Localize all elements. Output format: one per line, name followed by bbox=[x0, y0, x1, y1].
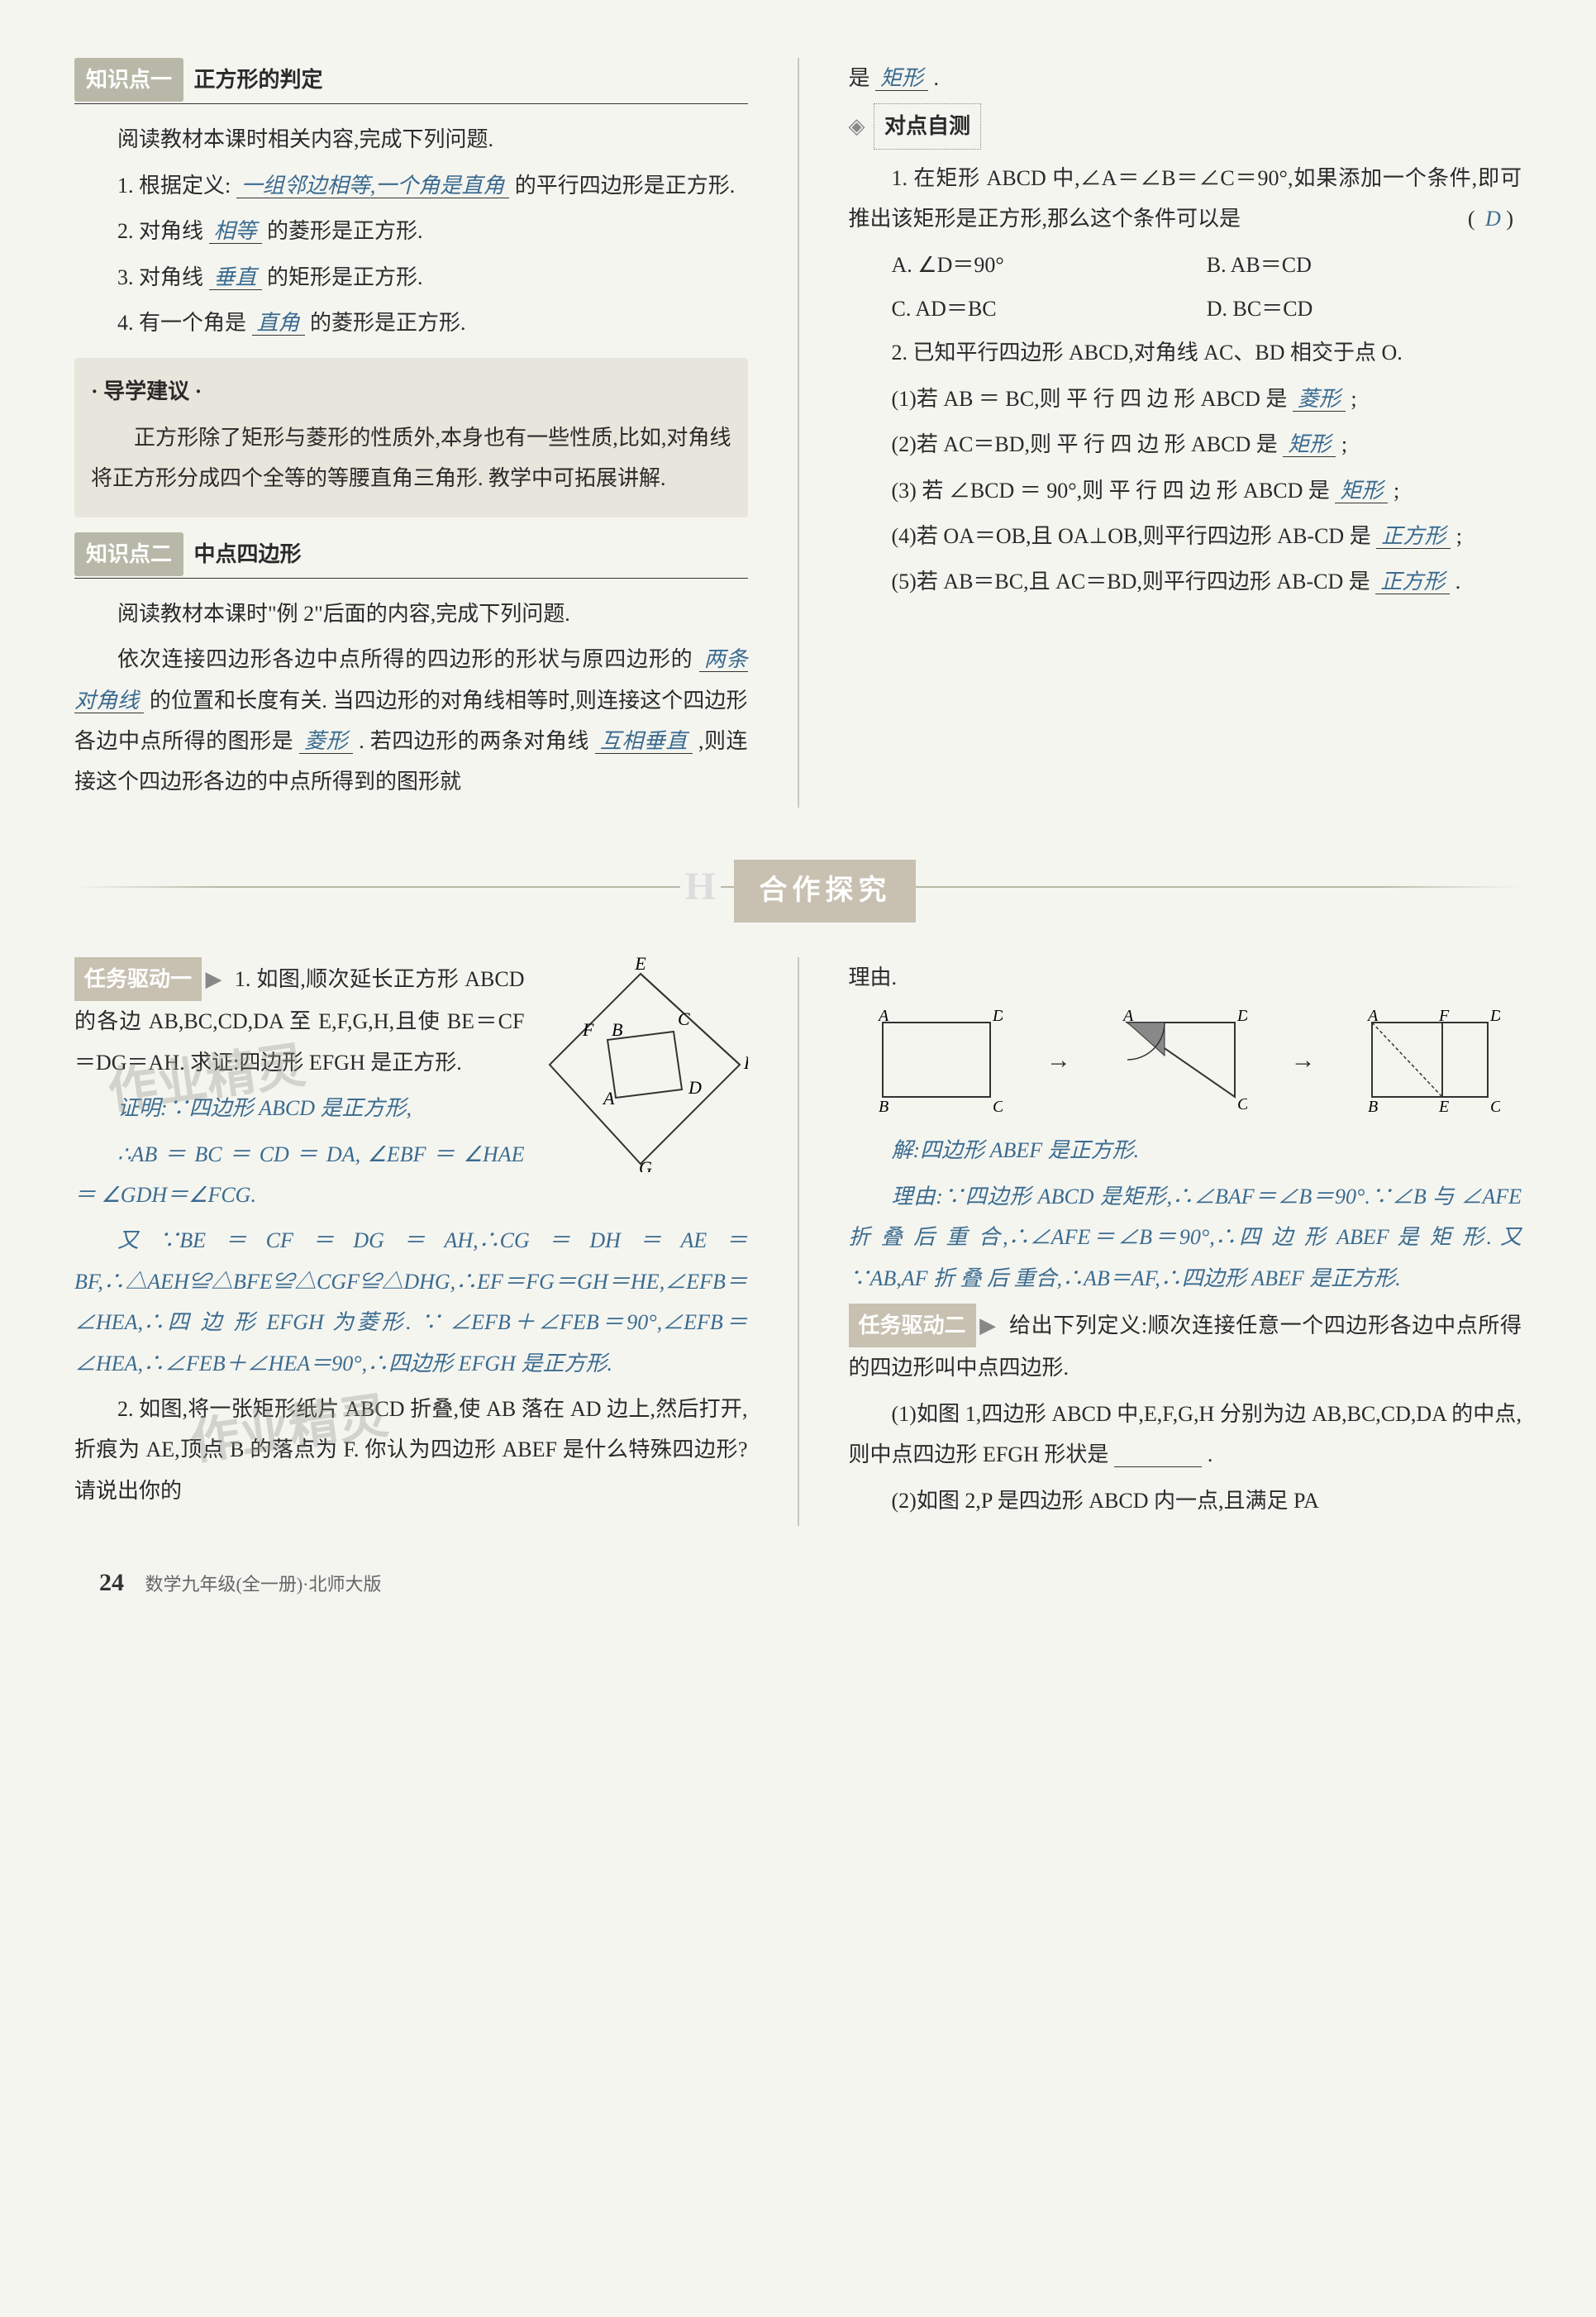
knowledge-point-2-header: 知识点二 中点四边形 bbox=[74, 532, 748, 579]
answer-letter: D bbox=[1485, 207, 1501, 231]
k1-intro: 阅读教材本课时相关内容,完成下列问题. bbox=[74, 119, 748, 160]
efgh-diagram: E C F H D A B G bbox=[533, 957, 748, 1185]
task-arrow-icon: ▶ bbox=[205, 967, 222, 991]
blank-6: 菱形 bbox=[299, 729, 353, 754]
svg-text:E: E bbox=[1438, 1098, 1449, 1113]
selftest-label: 对点自测 bbox=[874, 103, 981, 149]
k1-item3: 3. 对角线 垂直 的矩形是正方形. bbox=[74, 257, 748, 298]
task2-intro: 任务驱动二▶ 给出下列定义:顺次连接任意一个四边形各边中点所得的四边形叫中点四边… bbox=[849, 1304, 1522, 1389]
svg-text:D: D bbox=[1236, 1007, 1247, 1025]
left-column-top: 知识点一 正方形的判定 阅读教材本课时相关内容,完成下列问题. 1. 根据定义:… bbox=[74, 58, 748, 808]
svg-text:F: F bbox=[1438, 1007, 1450, 1025]
svg-text:B: B bbox=[1368, 1098, 1378, 1113]
blank-q2-3: 矩形 bbox=[1335, 479, 1388, 503]
option-b: B. AB＝CD bbox=[1207, 245, 1522, 285]
task-tag-1: 任务驱动一 bbox=[74, 957, 202, 1001]
svg-text:G: G bbox=[639, 1157, 652, 1172]
q2-sub2: (2)若 AC＝BD,则 平 行 四 边 形 ABCD 是 矩形 ; bbox=[849, 424, 1522, 465]
q2-sub5: (5)若 AB＝BC,且 AC＝BD,则平行四边形 AB-CD 是 正方形 . bbox=[849, 561, 1522, 602]
task2-p1: (1)如图 1,四边形 ABCD 中,E,F,G,H 分别为边 AB,BC,CD… bbox=[849, 1394, 1522, 1476]
blank-q2-5: 正方形 bbox=[1375, 570, 1450, 594]
selftest-q1: 1. 在矩形 ABCD 中,∠A＝∠B＝∠C＝90°,如果添加一个条件,即可推出… bbox=[849, 158, 1522, 240]
knowledge-tag-1: 知识点一 bbox=[74, 58, 183, 102]
selftest-q2: 2. 已知平行四边形 ABCD,对角线 AC、BD 相交于点 O. bbox=[849, 332, 1522, 373]
fold-triangle: A D C bbox=[1115, 1006, 1247, 1113]
svg-text:A: A bbox=[602, 1088, 615, 1108]
svg-text:D: D bbox=[688, 1077, 702, 1098]
task2-p2: (2)如图 2,P 是四边形 ABCD 内一点,且满足 PA bbox=[849, 1480, 1522, 1521]
knowledge-tag-2: 知识点二 bbox=[74, 532, 183, 576]
selftest-header: ◈ 对点自测 bbox=[849, 103, 1522, 157]
svg-text:A: A bbox=[877, 1007, 889, 1025]
option-c: C. AD＝BC bbox=[892, 288, 1207, 329]
footer-text: 数学九年级(全一册)·北师大版 bbox=[145, 1574, 382, 1595]
svg-text:B: B bbox=[612, 1019, 622, 1040]
svg-text:C: C bbox=[1490, 1098, 1500, 1113]
cooperation-banner: H 合作探究 bbox=[74, 849, 1522, 924]
blank-q2-2: 矩形 bbox=[1283, 432, 1336, 457]
q2-sub3: (3) 若 ∠BCD ＝ 90°,则 平 行 四 边 形 ABCD 是 矩形 ; bbox=[849, 470, 1522, 511]
k1-item1: 1. 根据定义: 一组邻边相等,一个角是直角 的平行四边形是正方形. bbox=[74, 165, 748, 206]
banner-text: 合作探究 bbox=[734, 860, 916, 923]
blank-q2-1: 菱形 bbox=[1293, 387, 1346, 412]
k2-p1: 依次连接四边形各边中点所得的四边形的形状与原四边形的 两条对角线 的位置和长度有… bbox=[74, 639, 748, 803]
sol-line1: 解:四边形 ABEF 是正方形. bbox=[849, 1130, 1522, 1170]
guide-label: · 导学建议 · bbox=[91, 371, 731, 412]
k1-item2: 2. 对角线 相等 的菱形是正方形. bbox=[74, 211, 748, 251]
option-a: A. ∠D＝90° bbox=[892, 245, 1207, 285]
svg-text:B: B bbox=[879, 1098, 889, 1113]
svg-text:D: D bbox=[1489, 1007, 1500, 1025]
blank-3: 垂直 bbox=[209, 265, 262, 290]
option-d: D. BC＝CD bbox=[1207, 288, 1522, 329]
k2-intro: 阅读教材本课时"例 2"后面的内容,完成下列问题. bbox=[74, 594, 748, 634]
task1-q2: 2. 如图,将一张矩形纸片 ABCD 折叠,使 AB 落在 AD 边上,然后打开… bbox=[74, 1389, 748, 1511]
column-divider bbox=[798, 58, 799, 808]
svg-text:C: C bbox=[993, 1098, 1003, 1113]
blank-2: 相等 bbox=[209, 219, 262, 244]
knowledge-point-1-header: 知识点一 正方形的判定 bbox=[74, 58, 748, 104]
guide-text: 正方形除了矩形与菱形的性质外,本身也有一些性质,比如,对角线将正方形分成四个全等… bbox=[91, 417, 731, 499]
svg-text:F: F bbox=[582, 1019, 594, 1040]
svg-text:H: H bbox=[743, 1052, 748, 1073]
k2-continuation: 是 矩形 . bbox=[849, 58, 1522, 98]
column-divider-2 bbox=[798, 957, 799, 1526]
blank-4: 直角 bbox=[252, 311, 305, 336]
page-number: 24 bbox=[99, 1569, 124, 1596]
q1-options: A. ∠D＝90° B. AB＝CD C. AD＝BC D. BC＝CD bbox=[892, 245, 1522, 333]
svg-text:A: A bbox=[1366, 1007, 1379, 1025]
fold-rect2: A F D B E C bbox=[1360, 1006, 1500, 1113]
task-arrow-icon-2: ▶ bbox=[979, 1313, 997, 1337]
blank-1: 一组邻边相等,一个角是直角 bbox=[236, 174, 510, 198]
fold-rect1: A D B C bbox=[870, 1006, 1003, 1113]
svg-text:D: D bbox=[992, 1007, 1003, 1025]
arrow-icon-2: → bbox=[1291, 1037, 1316, 1084]
blank-q2-4: 正方形 bbox=[1376, 524, 1451, 549]
right-column-bottom: 理由. A D B C → A D C → bbox=[849, 957, 1522, 1526]
task1-cont: 理由. bbox=[849, 957, 1522, 998]
blank-7: 互相垂直 bbox=[595, 729, 693, 754]
arrow-icon-1: → bbox=[1046, 1037, 1071, 1084]
left-column-bottom: 作业精灵 作业精灵 E C F H D A B G 任务驱动一▶ bbox=[74, 957, 748, 1526]
k1-item4: 4. 有一个角是 直角 的菱形是正方形. bbox=[74, 303, 748, 343]
svg-text:C: C bbox=[1237, 1095, 1247, 1113]
blank-task2 bbox=[1114, 1442, 1203, 1467]
sol-line2: 理由:∵四边形 ABCD 是矩形,∴∠BAF＝∠B＝90°.∵∠B 与 ∠AFE… bbox=[849, 1176, 1522, 1299]
diamond-icon: ◈ bbox=[849, 114, 865, 138]
task-tag-2: 任务驱动二 bbox=[849, 1304, 976, 1347]
proof-line3: 又∵BE＝CF＝DG＝AH,∴CG＝DH＝AE＝BF,∴△AEH≌△BFE≌△C… bbox=[74, 1220, 748, 1384]
knowledge-title-2: 中点四边形 bbox=[194, 542, 302, 566]
svg-text:A: A bbox=[1122, 1007, 1134, 1025]
banner-letter: H bbox=[680, 849, 721, 924]
q2-sub1: (1)若 AB ＝ BC,则 平 行 四 边 形 ABCD 是 菱形 ; bbox=[849, 379, 1522, 419]
svg-text:E: E bbox=[634, 957, 646, 974]
right-column-top: 是 矩形 . ◈ 对点自测 1. 在矩形 ABCD 中,∠A＝∠B＝∠C＝90°… bbox=[849, 58, 1522, 808]
guide-box: · 导学建议 · 正方形除了矩形与菱形的性质外,本身也有一些性质,比如,对角线将… bbox=[74, 358, 748, 517]
blank-8: 矩形 bbox=[875, 66, 928, 91]
page-footer: 24 数学九年级(全一册)·北师大版 bbox=[74, 1559, 1522, 1606]
svg-text:C: C bbox=[678, 1008, 690, 1029]
q2-sub4: (4)若 OA＝OB,且 OA⊥OB,则平行四边形 AB-CD 是 正方形 ; bbox=[849, 516, 1522, 556]
answer-bracket: ( D ) bbox=[1425, 198, 1513, 239]
fold-diagrams: A D B C → A D C → bbox=[849, 1006, 1522, 1113]
knowledge-title-1: 正方形的判定 bbox=[194, 68, 323, 92]
